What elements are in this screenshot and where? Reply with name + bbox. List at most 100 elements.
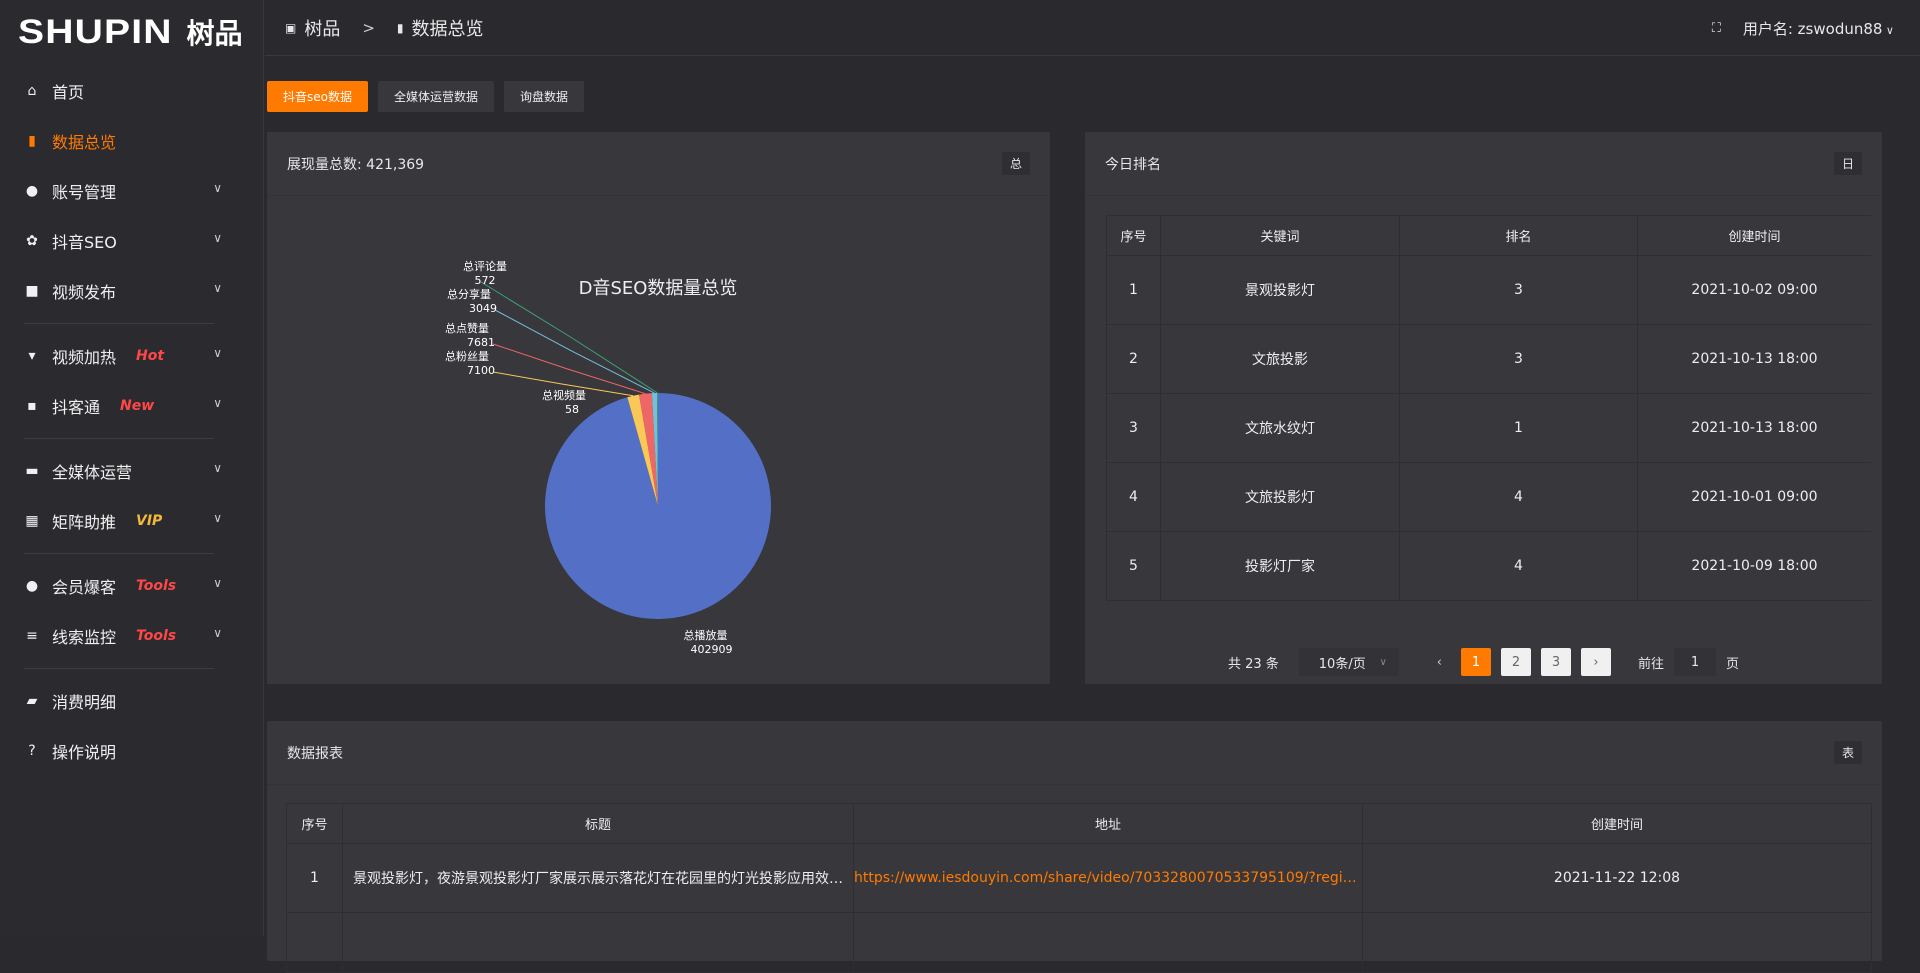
sidebar-item[interactable]: ? 操作说明 <box>0 726 264 776</box>
slice-label: 总点赞量 <box>445 321 489 335</box>
breadcrumb-home[interactable]: 树品 <box>304 18 341 40</box>
table-row[interactable]: 4 文旅投影灯 4 2021-10-01 09:00 <box>1106 462 1871 532</box>
column-header[interactable]: 地址 <box>853 803 1363 844</box>
wallet-icon: ▰ <box>26 693 38 709</box>
sidebar-item[interactable]: ● 会员爆客 Tools ∨ <box>0 561 264 611</box>
fullscreen-icon[interactable]: ⛶ <box>1711 21 1721 36</box>
tab-inquiry[interactable]: 询盘数据 <box>504 81 585 112</box>
sidebar-item[interactable]: ≡ 线索监控 Tools ∨ <box>0 611 264 661</box>
page-3[interactable]: 3 <box>1540 648 1571 676</box>
help-icon: ? <box>28 743 36 759</box>
sidebar-divider <box>24 668 214 669</box>
slice-value: 572 <box>475 274 496 287</box>
page-size-select[interactable]: 10条/页 ∨ <box>1298 648 1399 676</box>
tab-all-media[interactable]: 全媒体运营数据 <box>377 81 494 112</box>
sidebar-item[interactable]: ■ 视频发布 ∨ <box>0 266 264 316</box>
sidebar-item-label: 线索监控 <box>52 628 117 647</box>
overview-tag-button[interactable]: 总 <box>1001 152 1030 175</box>
chart-icon: ▣ <box>285 20 297 35</box>
table-cell: 景观投影灯 <box>1160 255 1400 325</box>
sidebar-item[interactable]: ▾ 视频加热 Hot ∨ <box>0 331 264 381</box>
sidebar-item[interactable]: ▪ 抖客通 New ∨ <box>0 381 264 431</box>
sidebar-item-label: 抖客通 <box>52 398 101 417</box>
slice-label: 总视频量 <box>542 388 586 402</box>
column-header[interactable]: 关键词 <box>1160 215 1400 256</box>
table-row[interactable]: 2 文旅投影 3 2021-10-13 18:00 <box>1106 324 1871 394</box>
column-header[interactable]: 排名 <box>1399 215 1638 256</box>
column-header[interactable]: 序号 <box>286 803 343 844</box>
table-cell: 3 <box>1399 255 1638 325</box>
breadcrumb-current: 数据总览 <box>411 18 484 40</box>
table-cell: 1 <box>1106 255 1161 325</box>
chevron-down-icon: ∨ <box>213 396 222 410</box>
table-cell: 2021-10-09 18:00 <box>1637 531 1871 601</box>
slice-label: 总粉丝量 <box>445 349 489 363</box>
report-table: 序号 标题 地址 创建时间 1 景观投影灯，夜游景观投影灯厂家展示展示落花灯在花园里的灯光… <box>286 803 1872 973</box>
chevron-down-icon: ∨ <box>213 461 222 475</box>
table-header: 序号 标题 地址 创建时间 <box>286 803 1872 844</box>
pie-slice[interactable] <box>627 394 658 506</box>
sidebar-divider <box>24 323 214 324</box>
sidebar-item[interactable]: ▮ 数据总览 <box>0 116 264 166</box>
pie-slice[interactable] <box>627 397 658 506</box>
table-row[interactable]: 1 景观投影灯 3 2021-10-02 09:00 <box>1106 255 1871 325</box>
sidebar-item-label: 抖音SEO <box>52 233 117 252</box>
pie-slice[interactable] <box>651 393 658 506</box>
ranking-tag-button[interactable]: 日 <box>1833 152 1862 175</box>
overview-title: 展现量总数: 421,369 <box>287 156 425 173</box>
report-card: 数据报表 表 序号 标题 地址 创建时间 1 景观投影灯，夜游景观投影灯厂家展示展示落花灯在… <box>267 721 1882 973</box>
table-cell: 2021-10-13 18:00 <box>1637 324 1871 394</box>
page-1[interactable]: 1 <box>1460 648 1491 676</box>
sidebar-divider <box>24 438 214 439</box>
home-icon: ⌂ <box>27 83 37 99</box>
label-line <box>492 343 646 395</box>
breadcrumb-separator: > <box>362 18 375 37</box>
sidebar-item[interactable]: ● 账号管理 ∨ <box>0 166 264 216</box>
next-page-button[interactable]: › <box>1580 648 1611 676</box>
username: 用户名: zswodun88 <box>1742 20 1883 38</box>
pie-slice[interactable] <box>545 393 771 620</box>
table-cell[interactable]: https://www.iesdouyin.com/share/video/70… <box>853 843 1363 913</box>
table-cell: 5 <box>1106 531 1161 601</box>
prev-page-button[interactable]: ‹ <box>1436 654 1442 670</box>
sidebar-badge: Hot <box>136 348 165 364</box>
column-header[interactable]: 创建时间 <box>1637 215 1871 256</box>
chevron-down-icon: ∨ <box>213 231 222 245</box>
table-row[interactable]: 5 投影灯厂家 4 2021-10-09 18:00 <box>1106 531 1871 601</box>
table-row[interactable]: 1 景观投影灯，夜游景观投影灯厂家展示展示落花灯在花园里的灯光投影应用效果 # ht… <box>286 843 1872 913</box>
sidebar-divider <box>24 553 214 554</box>
label-line <box>480 281 658 394</box>
grid-icon: ▦ <box>25 513 39 529</box>
tab-douyin-seo[interactable]: 抖音seo数据 <box>267 81 368 112</box>
chevron-down-icon: ∨ <box>213 181 222 195</box>
sidebar-nav: ⌂ 首页 ▮ 数据总览 ● 账号管理 ∨ ✿ 抖音SEO ∨ ■ 视频发布 ∨ ▾ 视频加热 Hot ∨ ▪ 抖客通… <box>0 66 264 776</box>
sidebar-item-label: 首页 <box>52 83 85 102</box>
column-header[interactable]: 创建时间 <box>1362 803 1872 844</box>
bar-chart-icon: ▮ <box>28 133 36 149</box>
sidebar-item[interactable]: ⌂ 首页 <box>0 66 264 116</box>
table-row <box>286 912 1872 973</box>
slice-label: 总分享量 <box>447 287 491 301</box>
page-2[interactable]: 2 <box>1500 648 1531 676</box>
logo[interactable]: SHUPIN 树品 <box>18 12 242 52</box>
sidebar-item[interactable]: ▦ 矩阵助推 VIP ∨ <box>0 496 264 546</box>
column-header[interactable]: 标题 <box>342 803 854 844</box>
sidebar-item-label: 视频加热 <box>52 348 117 367</box>
report-tag-button[interactable]: 表 <box>1833 741 1862 764</box>
pagination: 共 23 条 10条/页 ∨ ‹ 1 2 3 › 前往 1 页 <box>1085 648 1882 676</box>
table-row[interactable]: 3 文旅水纹灯 1 2021-10-13 18:00 <box>1106 393 1871 463</box>
table-cell: 2021-11-22 12:08 <box>1362 843 1872 913</box>
data-tabs: 抖音seo数据 全媒体运营数据 询盘数据 <box>267 81 585 112</box>
sidebar-item-label: 消费明细 <box>52 693 117 712</box>
label-line <box>673 445 696 619</box>
sidebar-item[interactable]: ▰ 消费明细 <box>0 676 264 726</box>
report-title: 数据报表 <box>287 745 343 762</box>
goto-label: 前往 <box>1637 656 1664 672</box>
sidebar-item[interactable]: ▬ 全媒体运营 ∨ <box>0 446 264 496</box>
goto-input[interactable]: 1 <box>1674 648 1716 676</box>
pie-slice[interactable] <box>639 393 658 506</box>
sidebar-item[interactable]: ✿ 抖音SEO ∨ <box>0 216 264 266</box>
user-menu[interactable]: 用户名: zswodun88 ∨ <box>1743 18 1894 39</box>
column-header[interactable]: 序号 <box>1106 215 1161 256</box>
user-icon: ● <box>25 578 39 594</box>
